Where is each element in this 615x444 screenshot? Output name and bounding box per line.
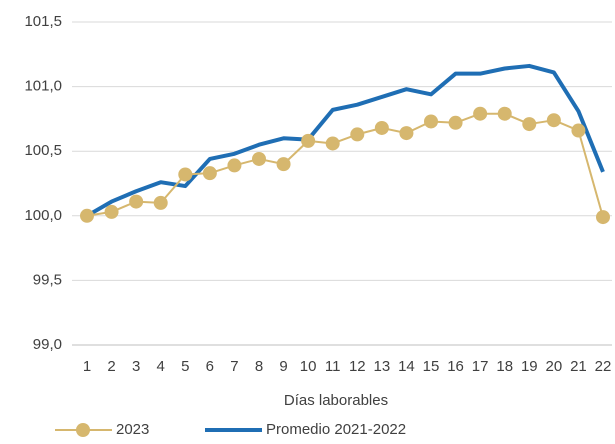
data-point xyxy=(276,157,291,172)
data-point xyxy=(129,194,144,209)
x-tick-label: 4 xyxy=(157,358,165,375)
y-tick-label: 101,0 xyxy=(24,78,62,95)
data-point xyxy=(497,106,512,121)
x-tick-label: 10 xyxy=(300,358,317,375)
x-tick-label: 12 xyxy=(349,358,366,375)
x-tick-label: 14 xyxy=(398,358,415,375)
data-point xyxy=(252,151,266,166)
x-tick-label: 21 xyxy=(570,358,587,375)
data-point xyxy=(153,195,168,210)
x-tick-label: 1 xyxy=(83,358,91,375)
data-point xyxy=(80,208,94,223)
legend-label: 2023 xyxy=(116,421,149,438)
x-tick-label: 11 xyxy=(325,358,341,375)
x-tick-label: 9 xyxy=(279,358,287,375)
x-tick-label: 19 xyxy=(521,358,538,375)
y-tick-label: 99,5 xyxy=(33,271,62,288)
data-point xyxy=(104,204,119,219)
x-tick-label: 2 xyxy=(107,358,115,375)
data-point xyxy=(546,113,561,128)
series-line xyxy=(85,63,605,218)
data-point xyxy=(399,126,414,141)
legend-marker xyxy=(76,423,90,437)
x-tick-label: 15 xyxy=(423,358,440,375)
x-tick-label: 17 xyxy=(472,358,489,375)
data-point xyxy=(178,167,193,182)
data-point xyxy=(571,123,586,138)
y-tick-label: 99,0 xyxy=(33,336,62,353)
y-tick-label: 101,5 xyxy=(24,13,62,30)
x-tick-label: 18 xyxy=(496,358,513,375)
data-point xyxy=(424,114,438,129)
data-point xyxy=(227,158,242,173)
x-tick-label: 3 xyxy=(132,358,140,375)
data-point xyxy=(596,210,610,225)
series-line xyxy=(86,112,604,218)
x-tick-label: 8 xyxy=(255,358,263,375)
x-tick-label: 6 xyxy=(206,358,214,375)
data-point xyxy=(325,136,340,151)
x-tick-label: 22 xyxy=(595,358,612,375)
data-point xyxy=(473,106,488,121)
x-tick-label: 5 xyxy=(181,358,189,375)
x-tick-label: 16 xyxy=(447,358,464,375)
data-point xyxy=(301,133,316,148)
data-point xyxy=(522,117,537,132)
y-tick-label: 100,0 xyxy=(24,207,62,224)
data-point xyxy=(202,166,217,181)
x-tick-label: 7 xyxy=(230,358,238,375)
y-tick-label: 100,5 xyxy=(24,142,62,159)
data-point xyxy=(448,115,463,130)
x-axis-title: Días laborables xyxy=(284,392,388,409)
legend-label: Promedio 2021-2022 xyxy=(266,421,406,438)
data-point xyxy=(350,127,365,142)
x-tick-label: 20 xyxy=(546,358,563,375)
data-point xyxy=(374,120,389,135)
x-tick-label: 13 xyxy=(374,358,391,375)
